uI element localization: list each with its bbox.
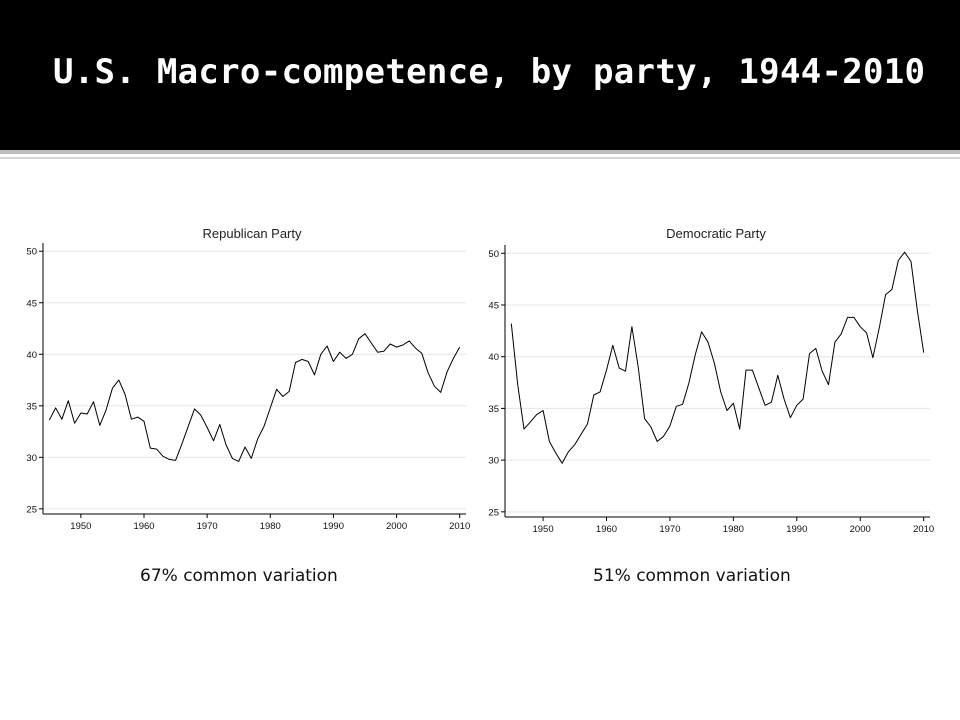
democratic-caption: 51% common variation bbox=[593, 566, 791, 586]
title-divider-thin bbox=[0, 157, 960, 159]
democratic-ytick-label-50: 50 bbox=[488, 249, 499, 260]
republican-xtick-label-1960: 1960 bbox=[133, 521, 154, 532]
republican-ytick-label-50: 50 bbox=[26, 247, 37, 258]
democratic-xtick-label-1950: 1950 bbox=[532, 524, 553, 535]
republican-chart-title: Republican Party bbox=[203, 226, 302, 241]
republican-ytick-label-40: 40 bbox=[26, 350, 37, 361]
democratic-xtick-label-2010: 2010 bbox=[913, 524, 934, 535]
republican-ytick-label-25: 25 bbox=[26, 504, 37, 515]
democratic-xtick-label-1980: 1980 bbox=[723, 524, 744, 535]
slide-title: U.S. Macro-competence, by party, 1944-20… bbox=[53, 52, 926, 92]
republican-xtick-label-1980: 1980 bbox=[260, 521, 281, 532]
republican-xtick-label-1990: 1990 bbox=[323, 521, 344, 532]
democratic-ytick-label-35: 35 bbox=[488, 404, 499, 415]
republican-xtick-label-1950: 1950 bbox=[70, 521, 91, 532]
republican-xtick-label-1970: 1970 bbox=[197, 521, 218, 532]
republican-ytick-label-35: 35 bbox=[26, 401, 37, 412]
democratic-chart-title: Democratic Party bbox=[666, 226, 766, 241]
title-divider bbox=[0, 150, 960, 154]
republican-xtick-label-2000: 2000 bbox=[386, 521, 407, 532]
democratic-ytick-label-45: 45 bbox=[488, 300, 499, 311]
title-bar: U.S. Macro-competence, by party, 1944-20… bbox=[0, 0, 960, 150]
republican-caption: 67% common variation bbox=[140, 566, 338, 586]
republican-series-line bbox=[48, 333, 461, 462]
democratic-series-line bbox=[510, 251, 925, 464]
republican-ytick-label-45: 45 bbox=[26, 298, 37, 309]
democratic-xtick-label-1960: 1960 bbox=[596, 524, 617, 535]
democratic-xtick-label-1990: 1990 bbox=[786, 524, 807, 535]
republican-xtick-label-2010: 2010 bbox=[449, 521, 470, 532]
republican-ytick-label-30: 30 bbox=[26, 453, 37, 464]
democratic-xtick-label-2000: 2000 bbox=[850, 524, 871, 535]
democratic-xtick-label-1970: 1970 bbox=[659, 524, 680, 535]
democratic-ytick-label-25: 25 bbox=[488, 507, 499, 518]
democratic-ytick-label-30: 30 bbox=[488, 456, 499, 467]
democratic-chart: Democratic Party 25 30 35 40 45 50 1950 1960 1970… bbox=[488, 226, 934, 535]
republican-chart: Republican Party 25 30 35 40 45 50 1950 1960 1970… bbox=[26, 226, 470, 532]
democratic-ytick-label-40: 40 bbox=[488, 352, 499, 363]
